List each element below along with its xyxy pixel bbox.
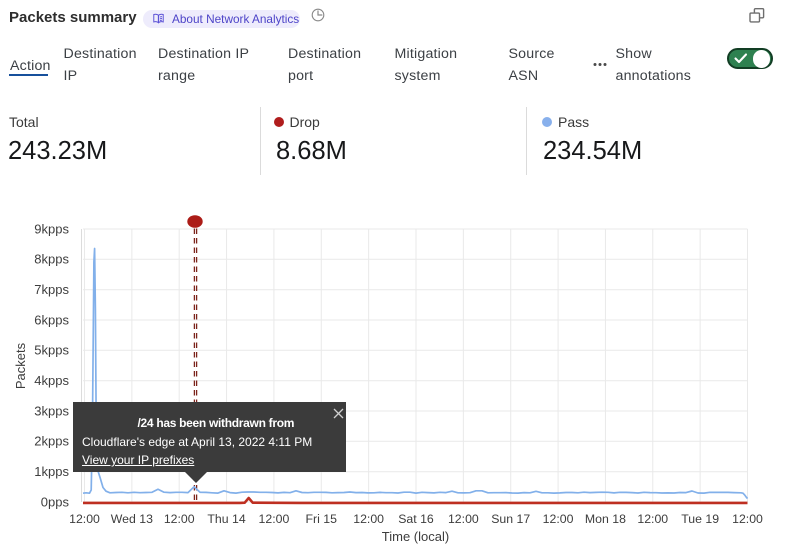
svg-text:0pps: 0pps bbox=[41, 494, 70, 509]
svg-text:12:00: 12:00 bbox=[637, 512, 668, 526]
svg-text:4kpps: 4kpps bbox=[34, 373, 69, 388]
svg-text:12:00: 12:00 bbox=[353, 512, 384, 526]
svg-text:1kpps: 1kpps bbox=[34, 464, 69, 479]
svg-text:Sun 17: Sun 17 bbox=[491, 512, 530, 526]
svg-text:Tue 19: Tue 19 bbox=[681, 512, 719, 526]
svg-text:Wed 13: Wed 13 bbox=[111, 512, 153, 526]
svg-text:Fri 15: Fri 15 bbox=[306, 512, 338, 526]
svg-text:3kpps: 3kpps bbox=[34, 403, 69, 418]
svg-text:Sat 16: Sat 16 bbox=[398, 512, 434, 526]
svg-text:Time (local): Time (local) bbox=[382, 529, 449, 544]
svg-text:6kpps: 6kpps bbox=[34, 312, 69, 327]
svg-text:12:00: 12:00 bbox=[732, 512, 763, 526]
svg-text:12:00: 12:00 bbox=[259, 512, 290, 526]
svg-text:12:00: 12:00 bbox=[543, 512, 574, 526]
svg-text:Packets: Packets bbox=[13, 342, 28, 389]
svg-text:8kpps: 8kpps bbox=[34, 252, 69, 267]
svg-text:9kpps: 9kpps bbox=[34, 221, 69, 236]
svg-text:12:00: 12:00 bbox=[164, 512, 195, 526]
svg-text:12:00: 12:00 bbox=[69, 512, 100, 526]
svg-text:12:00: 12:00 bbox=[448, 512, 479, 526]
svg-text:Thu 14: Thu 14 bbox=[207, 512, 245, 526]
svg-text:Mon 18: Mon 18 bbox=[585, 512, 626, 526]
svg-text:5kpps: 5kpps bbox=[34, 343, 69, 358]
svg-text:2kpps: 2kpps bbox=[34, 434, 69, 449]
svg-text:7kpps: 7kpps bbox=[34, 282, 69, 297]
